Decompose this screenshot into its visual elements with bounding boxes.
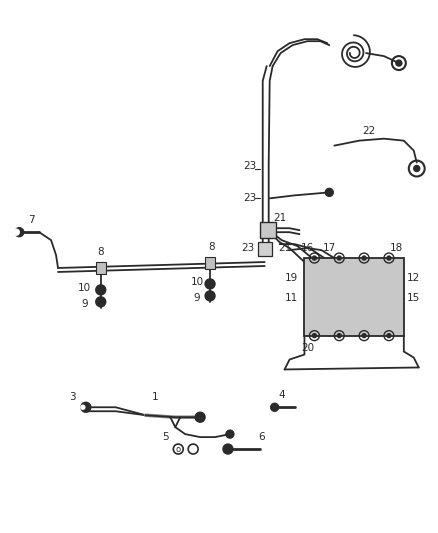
- Circle shape: [226, 430, 234, 438]
- Circle shape: [223, 444, 233, 454]
- Text: 19: 19: [285, 273, 298, 283]
- Circle shape: [13, 229, 19, 235]
- Circle shape: [96, 285, 106, 295]
- Text: 8: 8: [209, 242, 215, 252]
- Circle shape: [81, 405, 85, 409]
- Circle shape: [387, 256, 391, 260]
- Text: 8: 8: [97, 247, 104, 257]
- Bar: [96, 262, 106, 274]
- Text: 23: 23: [243, 193, 256, 204]
- Text: 12: 12: [407, 273, 420, 283]
- Bar: [205, 257, 215, 269]
- Text: 23: 23: [243, 160, 256, 171]
- Text: 10: 10: [78, 283, 92, 293]
- Bar: [258, 242, 272, 256]
- Circle shape: [387, 334, 391, 337]
- Bar: [304, 258, 404, 336]
- Text: 21: 21: [273, 213, 286, 223]
- Bar: [260, 222, 276, 238]
- Text: 5: 5: [162, 432, 169, 442]
- Circle shape: [205, 279, 215, 289]
- Circle shape: [205, 291, 215, 301]
- Text: 22: 22: [362, 126, 376, 136]
- Circle shape: [337, 256, 341, 260]
- Circle shape: [195, 412, 205, 422]
- Text: 17: 17: [323, 243, 336, 253]
- Circle shape: [312, 334, 316, 337]
- Text: 6: 6: [258, 432, 265, 442]
- Text: 10: 10: [191, 277, 204, 287]
- Text: o: o: [176, 445, 181, 454]
- Circle shape: [396, 60, 402, 66]
- Text: 9: 9: [194, 293, 201, 303]
- Text: 3: 3: [70, 392, 76, 402]
- Text: 1: 1: [152, 392, 159, 402]
- Circle shape: [81, 402, 91, 412]
- Text: 16: 16: [301, 243, 314, 253]
- Circle shape: [414, 166, 420, 172]
- Circle shape: [325, 188, 333, 196]
- Text: 11: 11: [285, 293, 298, 303]
- Text: 7: 7: [28, 215, 35, 225]
- Text: 20: 20: [301, 343, 314, 352]
- Text: 15: 15: [407, 293, 420, 303]
- Circle shape: [271, 403, 279, 411]
- Circle shape: [15, 228, 24, 237]
- Text: 21: 21: [278, 243, 291, 253]
- Circle shape: [312, 256, 316, 260]
- Circle shape: [96, 297, 106, 307]
- Text: 23: 23: [241, 243, 254, 253]
- Circle shape: [337, 334, 341, 337]
- Text: 4: 4: [278, 390, 285, 400]
- Text: 9: 9: [81, 299, 88, 309]
- Text: 18: 18: [390, 243, 403, 253]
- Circle shape: [362, 334, 366, 337]
- Circle shape: [362, 256, 366, 260]
